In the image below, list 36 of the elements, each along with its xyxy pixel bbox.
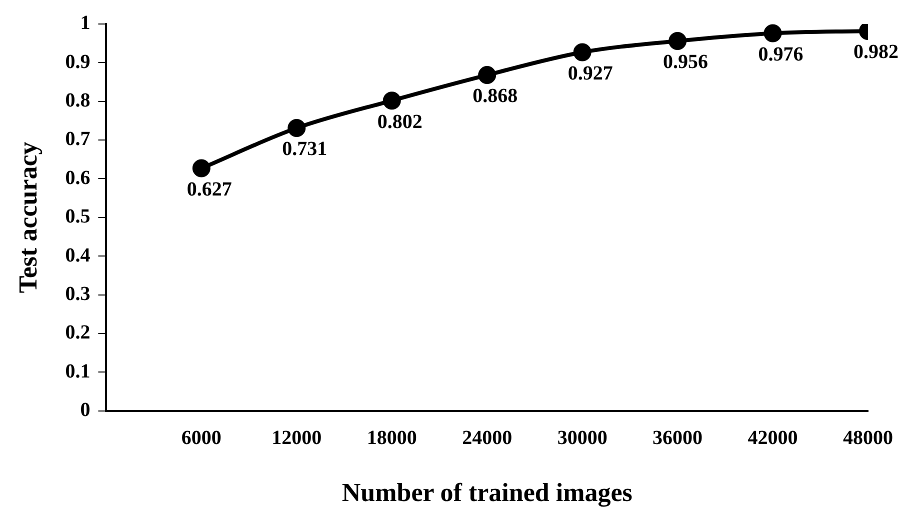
point [288,119,306,138]
data-label: 0.627 [186,178,232,200]
data-label: 0.976 [758,43,804,66]
x-tick-label: 18000 [366,426,417,449]
y-axis-title: Test accuracy [13,142,42,294]
y-tick-label: 0.1 [65,360,90,382]
x-tick-label: 48000 [843,426,893,449]
x-axis-title: Number of trained images [342,478,632,508]
y-tick-label: 0.9 [65,50,90,73]
point [382,92,401,110]
x-tick-label: 42000 [748,426,798,449]
x-tick-label: 12000 [272,426,322,449]
y-tick-label: 0 [80,398,90,421]
y-tick-label: 0.3 [65,282,90,305]
x-tick-label: 30000 [557,426,608,449]
data-label: 0.868 [472,85,518,108]
x-tick-label: 36000 [652,426,703,449]
y-tick-label: 0.6 [65,166,90,189]
y-tick-label: 0.2 [65,322,90,344]
data-label: 0.956 [663,51,708,74]
data-label: 0.802 [377,110,422,133]
y-tick-label: 1 [80,12,90,34]
y-tick-label: 0.7 [65,128,90,150]
x-tick-label: 6000 [181,426,222,449]
y-tick-label: 0.8 [65,90,90,112]
y-tick-label: 0.4 [65,244,90,266]
data-label: 0.982 [854,41,898,64]
point [573,43,592,62]
point [764,24,782,42]
data-label: 0.731 [282,138,328,160]
point [192,159,210,178]
x-tick-label: 24000 [462,426,512,449]
point [668,32,687,50]
data-label: 0.927 [568,62,613,84]
y-tick-label: 0.5 [65,206,90,228]
point [478,66,496,84]
